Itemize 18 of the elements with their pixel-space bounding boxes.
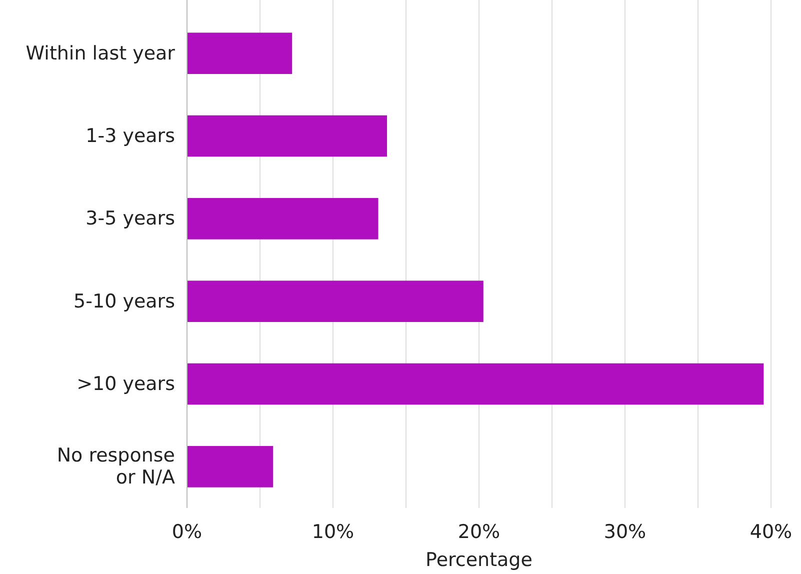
x-tick-label: 0% — [172, 521, 202, 543]
x-axis-title: Percentage — [426, 549, 532, 571]
y-tick-label: 1-3 years — [86, 125, 175, 147]
bar — [187, 198, 378, 240]
y-tick-label: 5-10 years — [74, 290, 175, 312]
x-tick-label: 20% — [458, 521, 500, 543]
bar — [187, 280, 484, 322]
y-tick-label: >10 years — [76, 373, 175, 395]
bar — [187, 115, 388, 157]
x-tick-label: 40% — [750, 521, 792, 543]
y-tick-label: 3-5 years — [86, 208, 175, 230]
bar — [187, 446, 274, 488]
y-tick-label: No response or N/A — [56, 444, 175, 489]
bar — [187, 363, 764, 405]
bar — [187, 32, 292, 74]
y-tick-label: Within last year — [26, 42, 176, 64]
x-tick-label: 30% — [604, 521, 646, 543]
x-tick-label: 10% — [312, 521, 354, 543]
